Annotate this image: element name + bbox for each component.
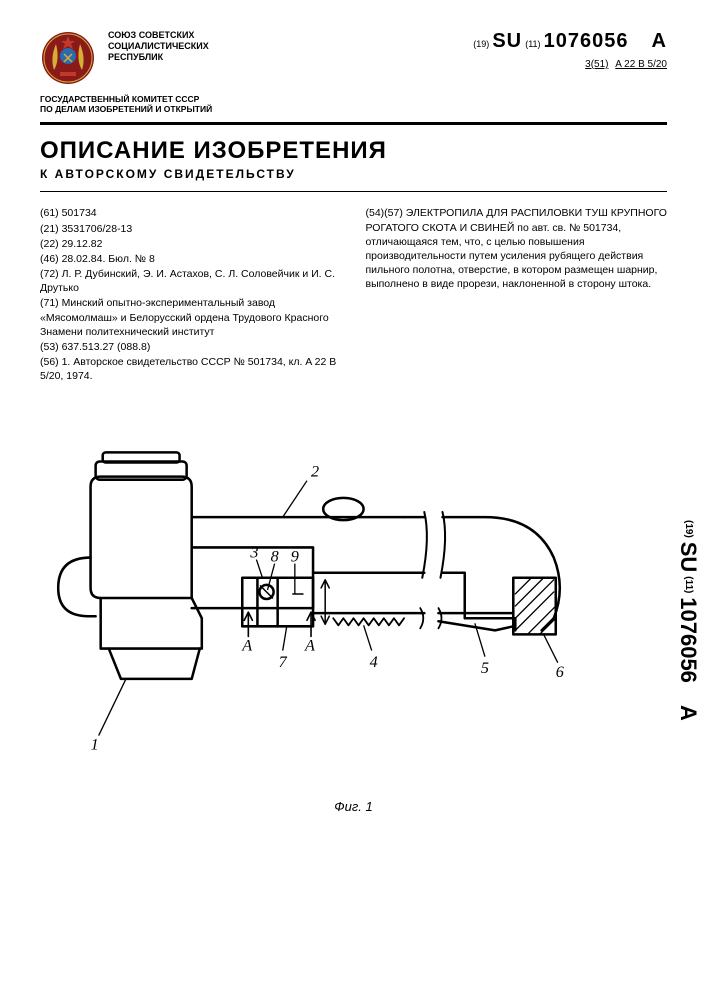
country-prefix: (19)	[473, 39, 489, 49]
fig-label-2: 2	[311, 464, 319, 481]
fig-label-9: 9	[291, 549, 299, 566]
republic-text: СОЮЗ СОВЕТСКИХ СОЦИАЛИСТИЧЕСКИХ РЕСПУБЛИ…	[108, 30, 209, 62]
field-21: (21) 3531706/28-13	[40, 222, 342, 236]
main-title: ОПИСАНИЕ ИЗОБРЕТЕНИЯ	[40, 137, 667, 165]
thick-divider	[40, 122, 667, 125]
doc-id-block: (19) SU (11) 1076056 A	[473, 30, 667, 53]
field-61: (61) 501734	[40, 206, 342, 220]
left-column: (61) 501734 (21) 3531706/28-13 (22) 29.1…	[40, 206, 342, 384]
ipc-line: 3(51) A 22 B 5/20	[473, 59, 667, 70]
right-column: (54)(57) ЭЛЕКТРОПИЛА ДЛЯ РАСПИЛОВКИ ТУШ …	[366, 206, 668, 384]
kind-code: A	[652, 30, 667, 52]
field-53: (53) 637.513.27 (088.8)	[40, 340, 342, 354]
fig-label-3: 3	[249, 545, 258, 562]
class-prefix: 3(51)	[585, 59, 608, 70]
field-71: (71) Минский опытно-экспериментальный за…	[40, 296, 342, 339]
side-doc-id: (19) SU (11) 1076056 A	[675, 520, 701, 721]
field-22: (22) 29.12.82	[40, 237, 342, 251]
committee-text: ГОСУДАРСТВЕННЫЙ КОМИТЕТ СССР ПО ДЕЛАМ ИЗ…	[40, 94, 667, 114]
field-46: (46) 28.02.84. Бюл. № 8	[40, 252, 342, 266]
doc-number: 1076056	[544, 30, 629, 52]
thin-divider	[40, 191, 667, 192]
fig-label-1: 1	[91, 737, 99, 754]
country-code: SU	[492, 30, 522, 52]
fig-label-6: 6	[556, 664, 564, 681]
fig-label-a1: A	[241, 638, 252, 655]
side-number: 1076056	[676, 597, 701, 683]
side-code: SU	[676, 542, 701, 573]
sub-title: К АВТОРСКОМУ СВИДЕТЕЛЬСТВУ	[40, 167, 667, 181]
fig-label-8: 8	[271, 549, 279, 566]
class-code: A 22 B 5/20	[615, 59, 667, 70]
figure-1: 1 2 3 8 9 7 4 5 6 A A Фиг. 1	[40, 408, 667, 788]
ussr-emblem	[40, 30, 96, 86]
biblio-columns: (61) 501734 (21) 3531706/28-13 (22) 29.1…	[40, 206, 667, 384]
number-prefix: (11)	[525, 39, 540, 49]
field-56: (56) 1. Авторское свидетельство СССР № 5…	[40, 355, 342, 383]
figure-caption: Фиг. 1	[40, 799, 667, 814]
fig-label-4: 4	[370, 654, 378, 671]
header: СОЮЗ СОВЕТСКИХ СОЦИАЛИСТИЧЕСКИХ РЕСПУБЛИ…	[40, 30, 667, 86]
field-72: (72) Л. Р. Дубинский, Э. И. Астахов, С. …	[40, 267, 342, 295]
fig-label-a2: A	[304, 638, 315, 655]
side-prefix: (19)	[683, 520, 694, 538]
fig-label-5: 5	[481, 660, 489, 677]
abstract: (54)(57) ЭЛЕКТРОПИЛА ДЛЯ РАСПИЛОВКИ ТУШ …	[366, 206, 668, 291]
fig-label-7: 7	[279, 654, 288, 671]
side-midfix: (11)	[683, 576, 694, 593]
side-kind: A	[676, 705, 701, 721]
